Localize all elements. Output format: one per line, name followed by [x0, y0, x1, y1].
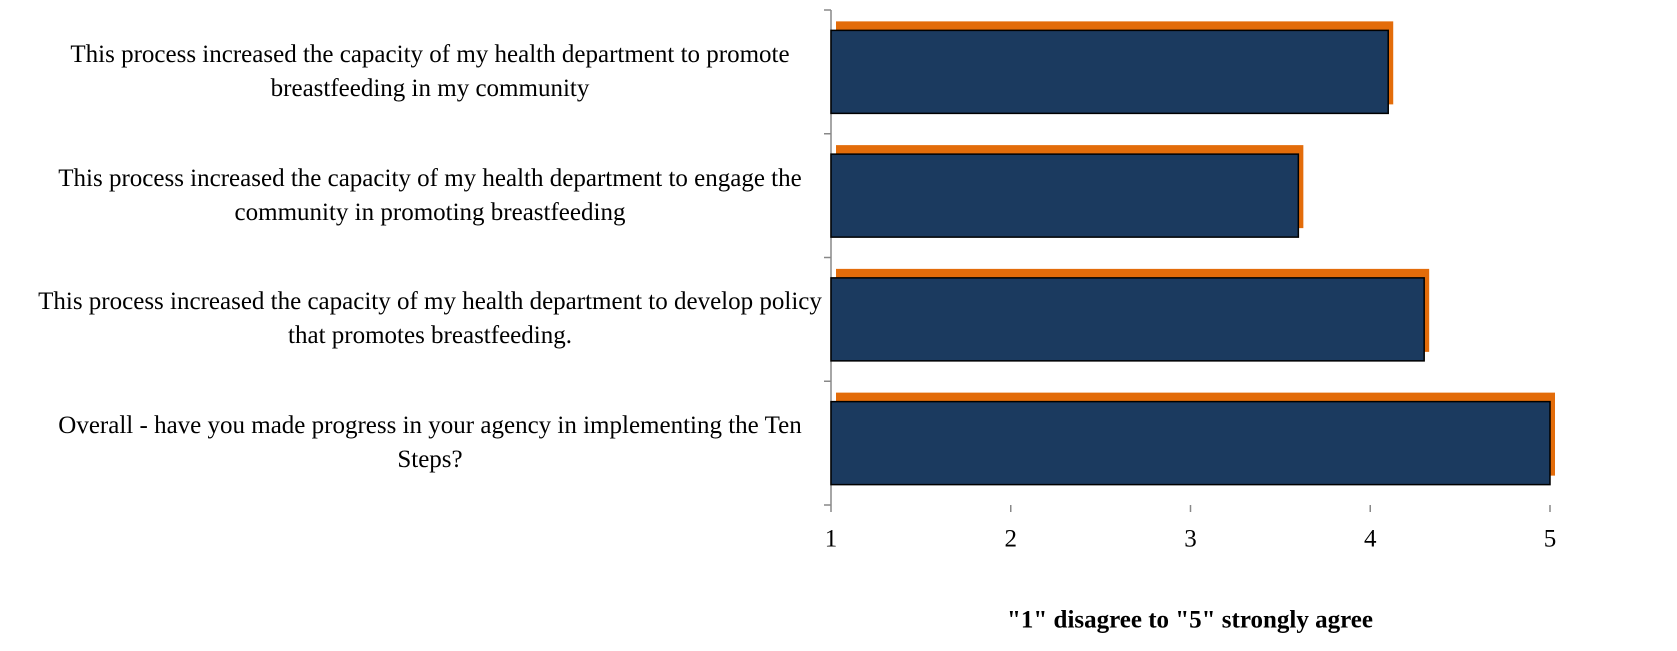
x-tick-label: 1: [825, 526, 838, 553]
category-label: This process increased the capacity of m…: [70, 40, 790, 102]
bar: [830, 277, 1425, 362]
category-label: This process increased the capacity of m…: [38, 288, 822, 350]
x-tick-label: 4: [1364, 526, 1377, 553]
x-axis-label: "1" disagree to "5" strongly agree: [1007, 607, 1373, 634]
category-label: This process increased the capacity of m…: [58, 164, 802, 226]
bar: [830, 400, 1551, 486]
x-tick-label: 5: [1544, 526, 1557, 553]
bar: [830, 153, 1300, 238]
bar: [830, 29, 1389, 115]
x-tick-label: 2: [1005, 526, 1018, 553]
x-tick-label: 3: [1184, 526, 1197, 553]
category-label: Overall - have you made progress in your…: [58, 412, 802, 474]
